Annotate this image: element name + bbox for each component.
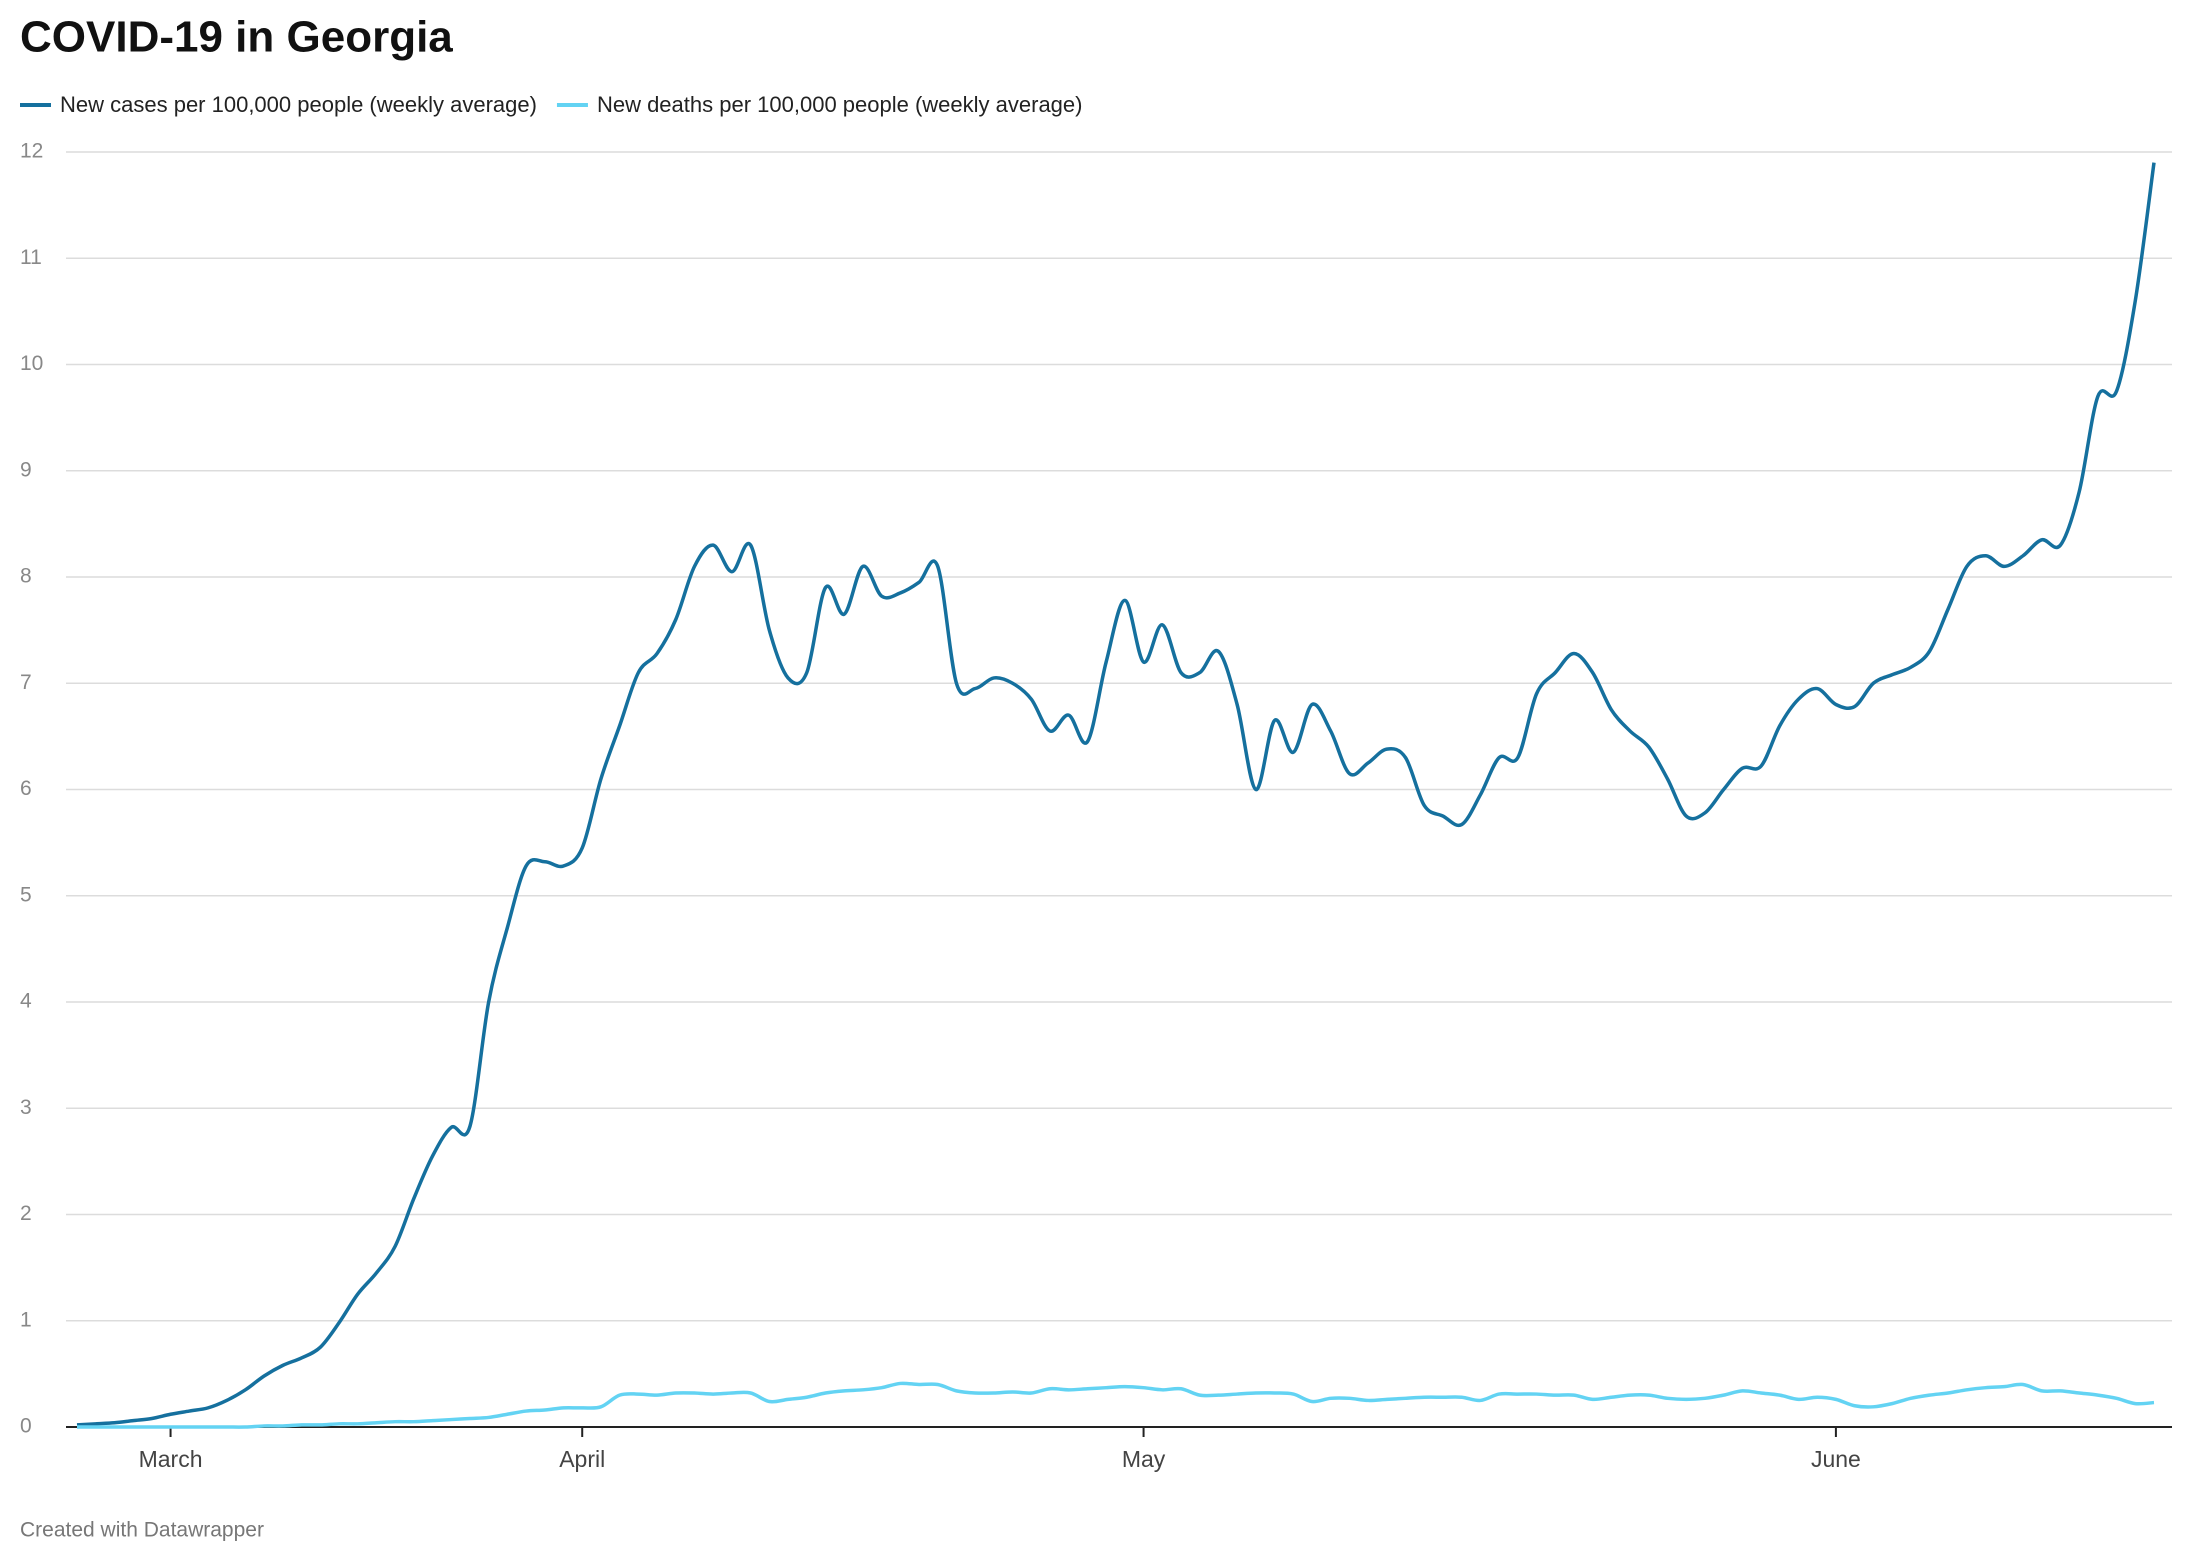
y-tick-label: 0 [20,1415,32,1438]
y-tick-label: 3 [20,1096,32,1119]
y-tick-label: 1 [20,1308,32,1331]
y-tick-label: 8 [20,565,32,588]
x-tick-label: March [139,1446,203,1472]
series-line [76,1381,2155,1429]
footer: Created with Datawrapper [20,1519,264,1542]
y-tick-label: 10 [20,352,43,375]
y-tick-label: 12 [20,140,43,163]
chart-title: COVID-19 in Georgia [20,13,453,62]
y-tick-label: 7 [20,671,32,694]
y-tick-label: 6 [20,777,32,800]
y-tick-label: 5 [20,883,32,906]
legend-label: New deaths per 100,000 people (weekly av… [597,92,1083,117]
series-line [76,162,2156,1427]
legend-label: New cases per 100,000 people (weekly ave… [60,92,537,117]
y-tick-label: 9 [20,458,32,481]
y-tick-label: 2 [20,1202,32,1225]
x-tick-label: June [1811,1446,1861,1472]
y-tick-label: 11 [20,246,42,269]
x-tick-label: May [1122,1446,1166,1472]
x-tick-label: April [559,1446,605,1472]
y-tick-label: 4 [20,990,32,1013]
